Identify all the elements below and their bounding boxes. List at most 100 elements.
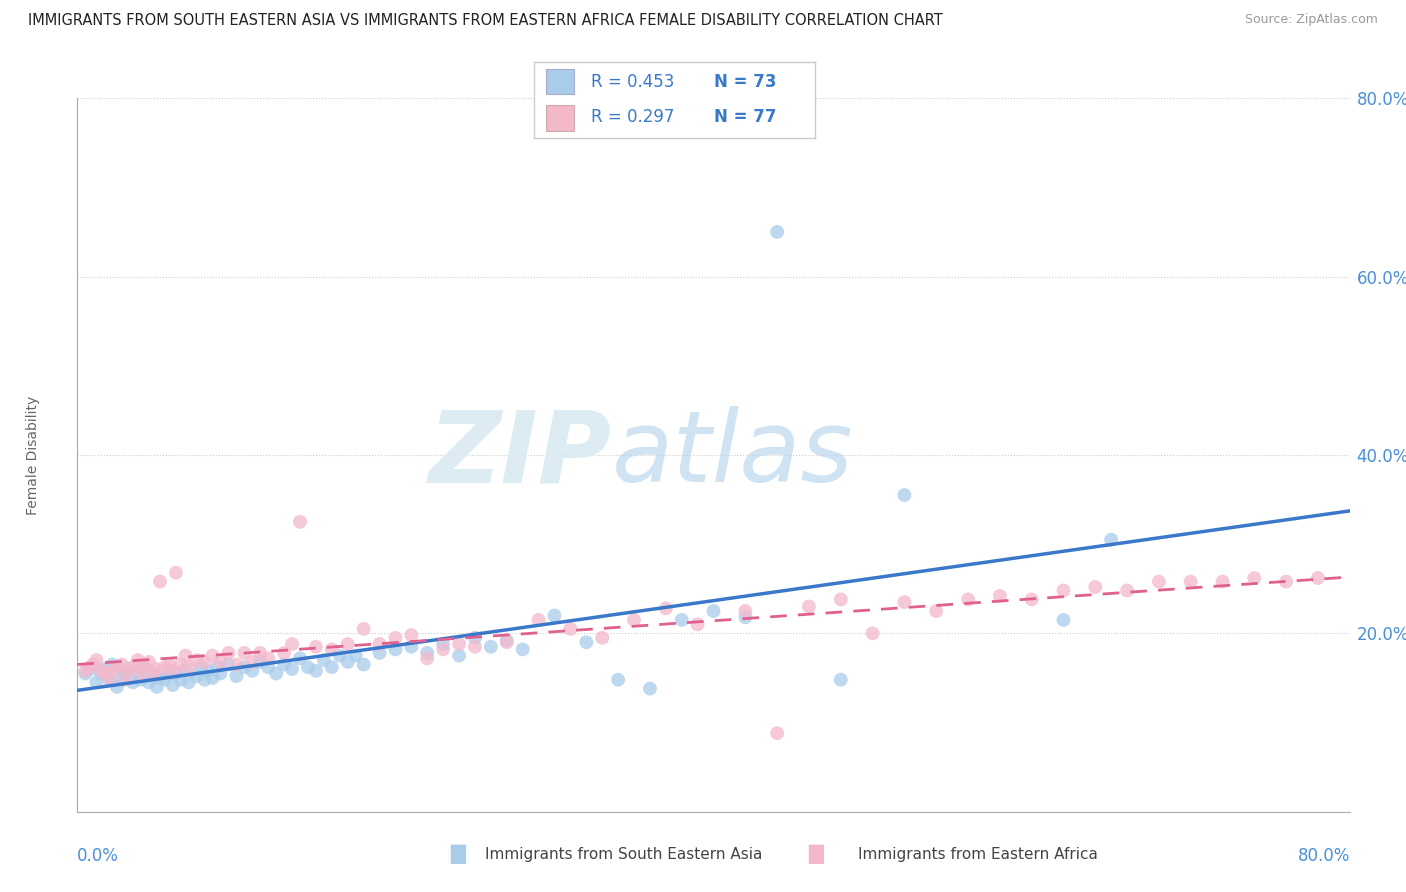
Point [1306, 571, 1329, 585]
Point [217, 646, 239, 660]
Point [174, 662, 197, 676]
Point [105, 680, 128, 694]
Point [893, 595, 915, 609]
Point [312, 653, 335, 667]
Point [893, 488, 915, 502]
Point [142, 666, 165, 681]
Point [79, 662, 101, 676]
Text: N = 73: N = 73 [714, 73, 776, 91]
Point [734, 604, 756, 618]
Text: Female Disability: Female Disability [25, 395, 39, 515]
Point [432, 637, 454, 651]
Point [1052, 583, 1074, 598]
Point [416, 651, 439, 665]
Point [336, 637, 359, 651]
Point [197, 664, 219, 678]
Point [1084, 580, 1107, 594]
Point [957, 592, 980, 607]
Point [153, 673, 176, 687]
Point [149, 671, 172, 685]
Point [273, 657, 295, 672]
Point [703, 604, 725, 618]
Point [264, 666, 287, 681]
Point [925, 604, 948, 618]
Point [495, 635, 517, 649]
Point [512, 642, 534, 657]
Point [1021, 592, 1043, 607]
Point [305, 640, 328, 654]
Point [186, 669, 208, 683]
Point [114, 673, 136, 687]
Point [153, 660, 176, 674]
Point [98, 673, 121, 687]
Point [142, 666, 165, 681]
Point [830, 592, 852, 607]
Point [449, 648, 471, 663]
Point [1099, 533, 1122, 547]
Text: █: █ [450, 845, 465, 864]
Point [305, 664, 328, 678]
Point [321, 660, 343, 674]
Point [734, 610, 756, 624]
Point [797, 599, 820, 614]
Point [655, 601, 678, 615]
Point [766, 225, 789, 239]
Point [233, 646, 256, 660]
Point [288, 515, 311, 529]
Point [1116, 583, 1139, 598]
Point [165, 566, 187, 580]
Text: █: █ [808, 845, 824, 864]
Point [75, 664, 97, 678]
Point [368, 646, 391, 660]
Point [129, 673, 152, 687]
Point [766, 726, 789, 740]
Point [281, 637, 304, 651]
Point [86, 653, 108, 667]
Point [111, 671, 134, 685]
Point [344, 648, 367, 663]
Point [591, 631, 613, 645]
Point [111, 657, 134, 672]
Point [273, 646, 295, 660]
Point [170, 673, 193, 687]
Point [321, 642, 343, 657]
Point [623, 613, 645, 627]
Point [1243, 571, 1265, 585]
Point [353, 622, 375, 636]
Point [101, 657, 124, 672]
Point [79, 660, 101, 674]
Bar [546, 69, 574, 95]
Point [127, 653, 149, 667]
Point [281, 662, 304, 676]
Point [138, 655, 160, 669]
Point [432, 642, 454, 657]
Point [288, 651, 311, 665]
Point [607, 673, 630, 687]
Bar [546, 105, 574, 130]
Point [560, 622, 582, 636]
Point [101, 664, 124, 678]
Point [134, 660, 156, 674]
Point [240, 655, 263, 669]
Point [177, 675, 200, 690]
Point [114, 666, 136, 681]
Point [165, 666, 187, 681]
Text: IMMIGRANTS FROM SOUTH EASTERN ASIA VS IMMIGRANTS FROM EASTERN AFRICA FEMALE DISA: IMMIGRANTS FROM SOUTH EASTERN ASIA VS IM… [28, 13, 943, 29]
Point [233, 660, 256, 674]
Text: Immigrants from Eastern Africa: Immigrants from Eastern Africa [858, 847, 1098, 862]
Point [416, 646, 439, 660]
Point [162, 678, 184, 692]
Point [495, 633, 517, 648]
Point [98, 671, 121, 685]
Point [384, 642, 406, 657]
Point [249, 646, 271, 660]
Point [186, 653, 208, 667]
Text: R = 0.453: R = 0.453 [591, 73, 673, 91]
Point [1275, 574, 1298, 589]
Point [479, 640, 502, 654]
Text: atlas: atlas [612, 407, 853, 503]
Point [401, 628, 423, 642]
Point [225, 669, 247, 683]
Text: Source: ZipAtlas.com: Source: ZipAtlas.com [1244, 13, 1378, 27]
Point [82, 657, 104, 672]
